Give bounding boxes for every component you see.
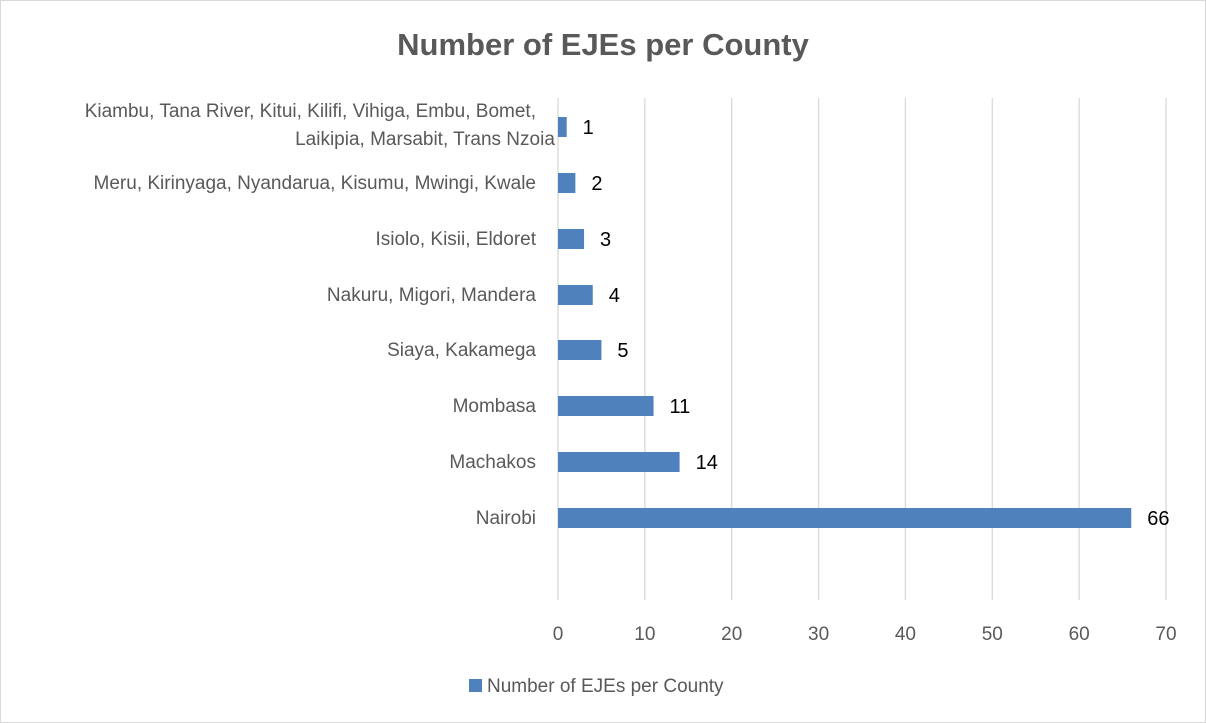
bar — [558, 285, 593, 305]
data-label: 5 — [617, 340, 628, 362]
x-tick-label: 30 — [808, 624, 829, 645]
data-label: 14 — [696, 452, 718, 474]
category-label: Nakuru, Migori, Mandera — [327, 285, 537, 306]
category-label: Kiambu, Tana River, Kitui, Kilifi, Vihig… — [85, 101, 556, 150]
bar — [558, 396, 654, 416]
bar — [558, 508, 1132, 528]
data-label: 11 — [670, 396, 691, 418]
x-tick-label: 20 — [721, 624, 742, 645]
legend-label: Number of EJEs per County — [487, 676, 724, 697]
category-label: Siaya, Kakamega — [387, 340, 536, 361]
data-label: 3 — [600, 229, 611, 251]
x-tick-label: 40 — [895, 624, 916, 645]
data-labels: 1 2 3 4 5 11 14 66 — [583, 117, 1170, 530]
data-label: 4 — [609, 285, 620, 307]
category-label: Mombasa — [453, 396, 537, 417]
x-tick-label: 10 — [634, 624, 655, 645]
legend-swatch — [469, 679, 482, 692]
legend: Number of EJEs per County — [469, 676, 724, 697]
bar — [558, 117, 567, 137]
bars — [558, 117, 1132, 528]
category-label: Isiolo, Kisii, Eldoret — [375, 229, 536, 250]
category-labels: Kiambu, Tana River, Kitui, Kilifi, Vihig… — [85, 101, 556, 529]
bar — [558, 452, 680, 472]
chart-title: Number of EJEs per County — [397, 27, 809, 62]
category-label: Meru, Kirinyaga, Nyandarua, Kisumu, Mwin… — [94, 173, 536, 194]
bar — [558, 229, 585, 249]
data-label: 66 — [1147, 508, 1169, 530]
category-label: Machakos — [449, 452, 536, 473]
x-tick-label: 50 — [982, 624, 1003, 645]
x-tick-label: 60 — [1069, 624, 1090, 645]
data-label: 1 — [583, 117, 594, 139]
x-axis-ticks: 0 10 20 30 40 50 60 70 — [553, 624, 1177, 645]
bar — [558, 173, 576, 193]
bar — [558, 340, 602, 360]
category-label: Nairobi — [476, 508, 536, 529]
x-tick-label: 70 — [1155, 624, 1176, 645]
x-tick-label: 0 — [553, 624, 564, 645]
data-label: 2 — [591, 173, 602, 195]
